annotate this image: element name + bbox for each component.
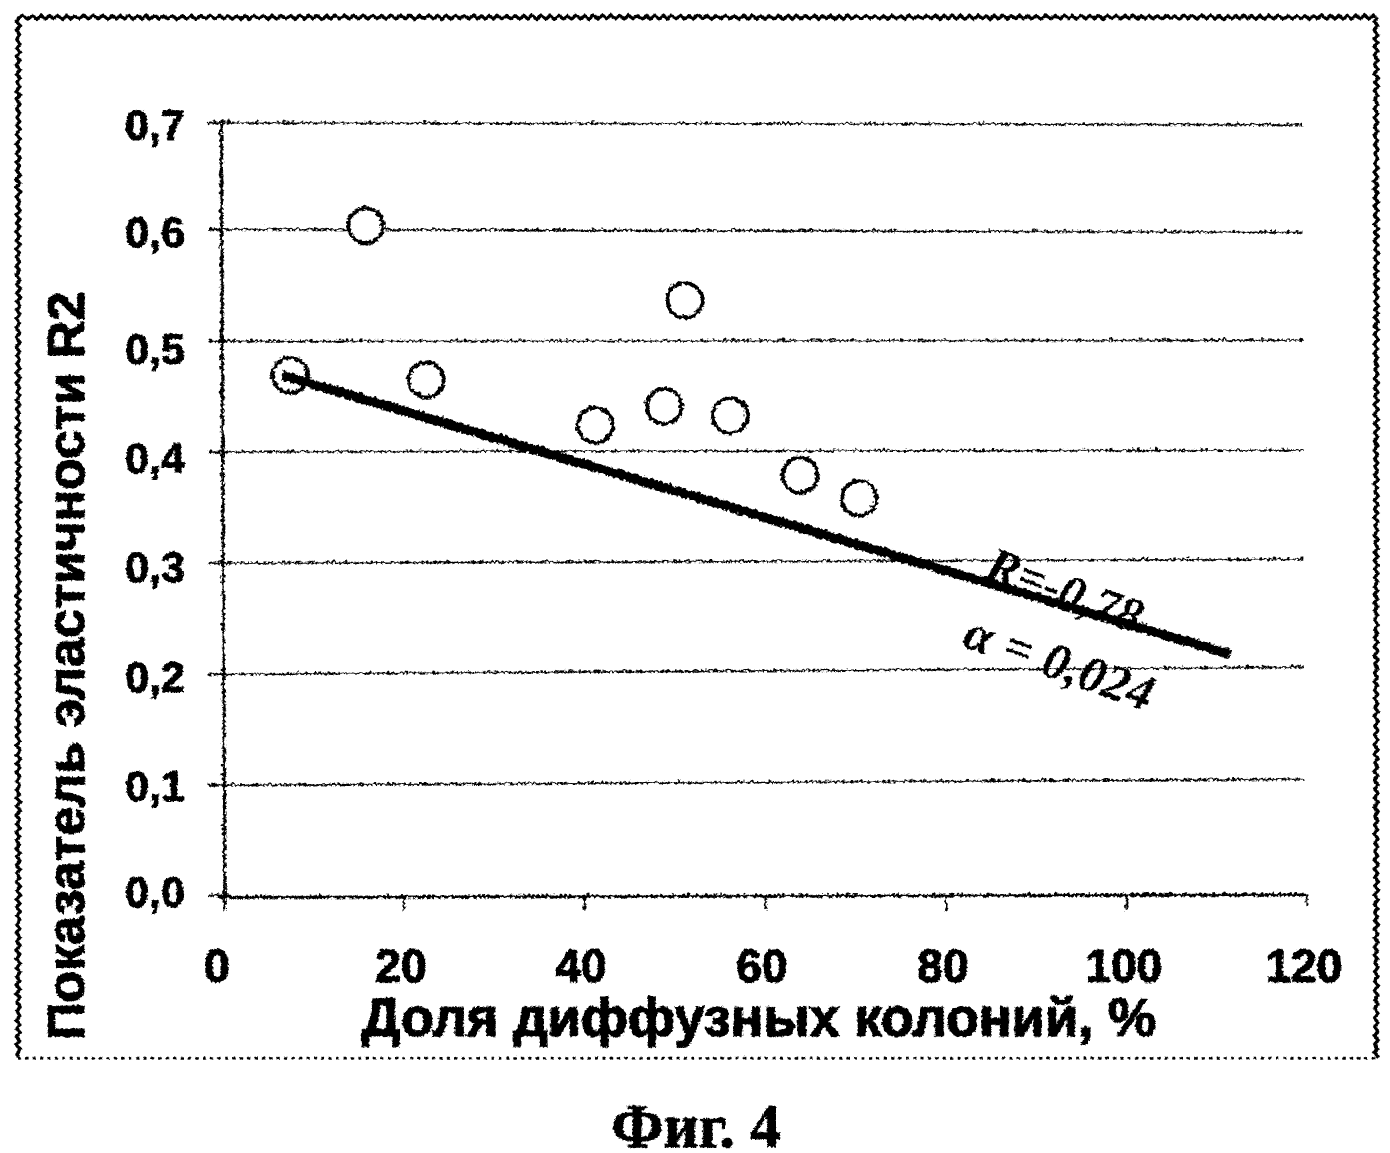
- svg-text:Фиг. 4: Фиг. 4: [610, 1093, 779, 1153]
- svg-text:0: 0: [203, 939, 229, 991]
- svg-text:0,6: 0,6: [124, 208, 184, 256]
- svg-text:Доля диффузных колоний, %: Доля диффузных колоний, %: [361, 987, 1155, 1047]
- svg-text:80: 80: [916, 939, 967, 991]
- svg-text:20: 20: [374, 939, 425, 991]
- svg-text:100: 100: [1085, 939, 1162, 991]
- svg-text:120: 120: [1265, 939, 1342, 991]
- svg-text:0,0: 0,0: [124, 868, 184, 916]
- svg-text:0,7: 0,7: [124, 101, 184, 149]
- svg-text:0,2: 0,2: [124, 653, 184, 701]
- svg-text:0,3: 0,3: [124, 543, 184, 591]
- svg-text:0,5: 0,5: [124, 325, 184, 373]
- svg-text:40: 40: [554, 939, 605, 991]
- svg-text:0,4: 0,4: [124, 434, 184, 482]
- svg-text:0,1: 0,1: [124, 762, 184, 810]
- svg-text:Показатель эластичности R2: Показатель эластичности R2: [37, 291, 95, 1039]
- svg-text:60: 60: [735, 939, 786, 991]
